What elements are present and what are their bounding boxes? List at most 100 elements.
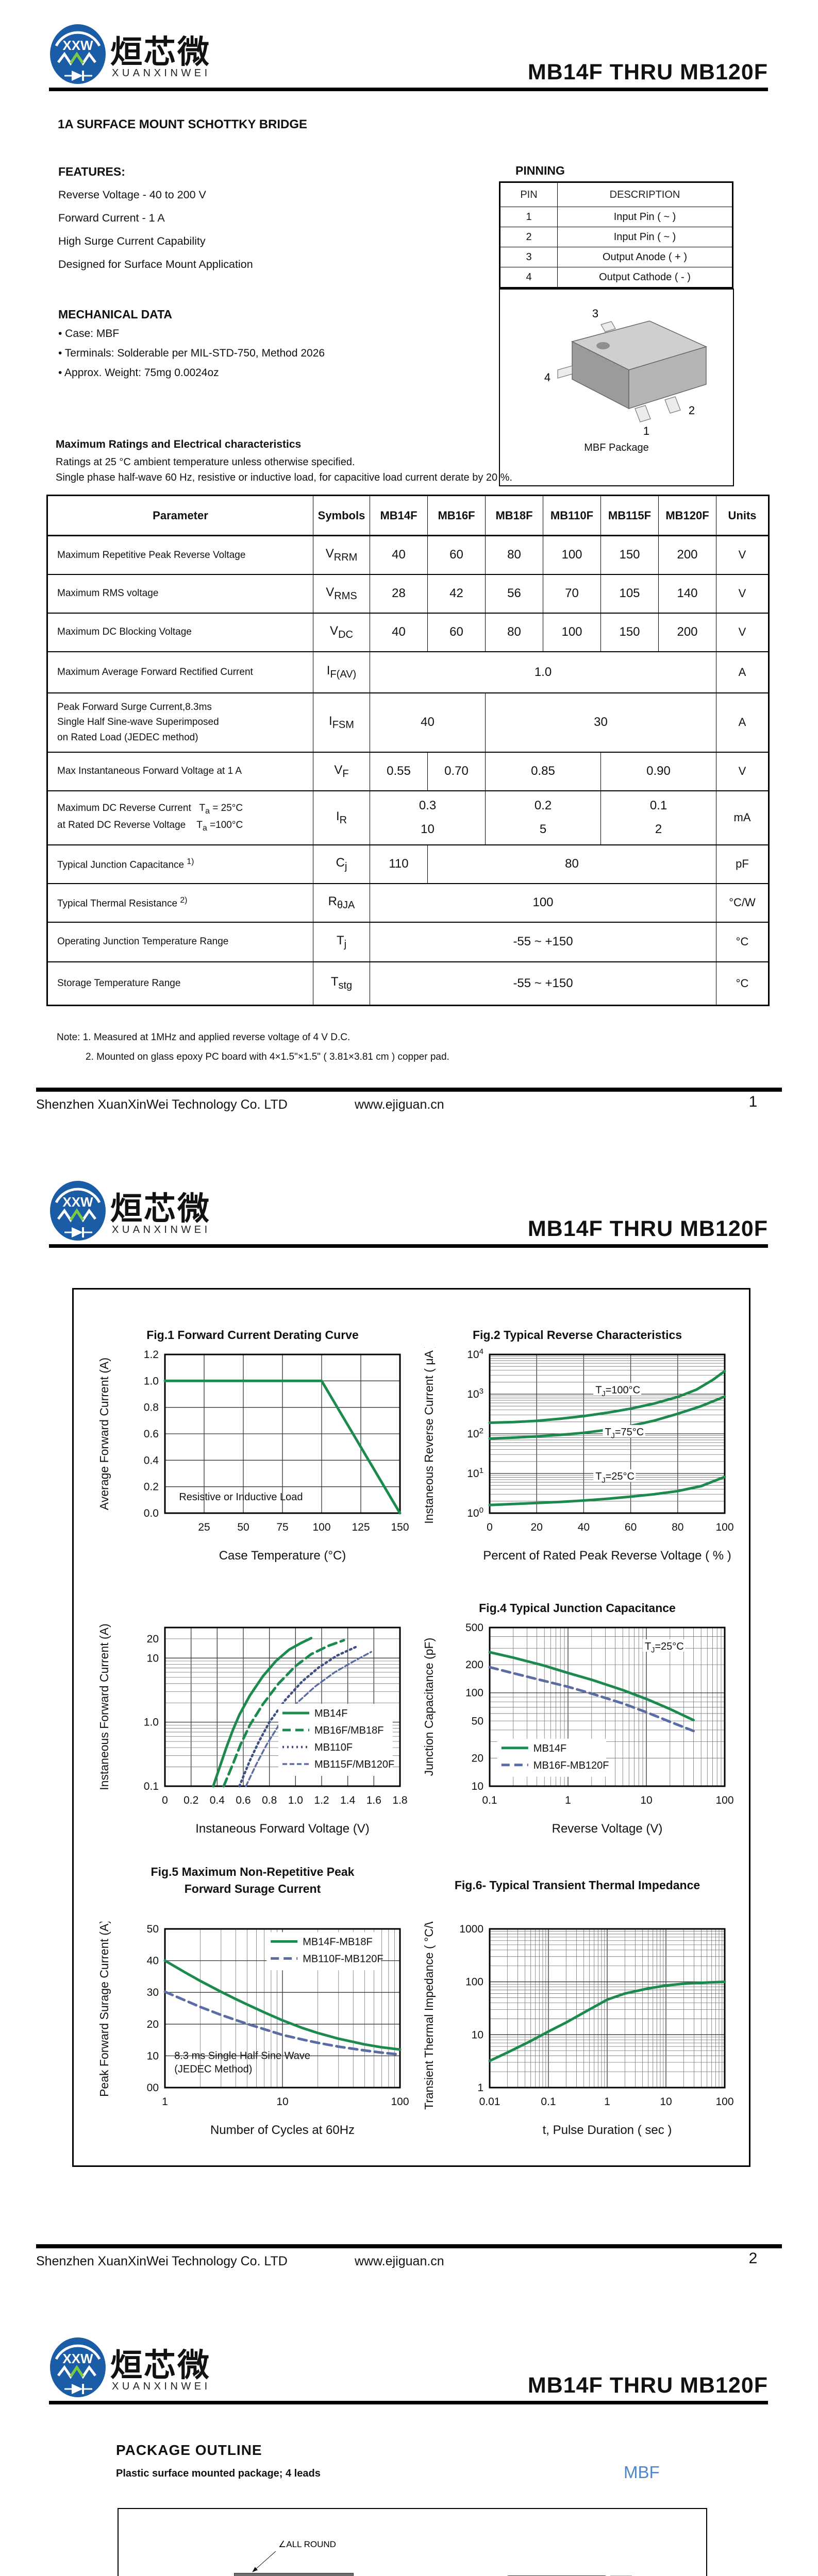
pin-2-lead [664, 396, 681, 414]
series-thermal [488, 1980, 726, 2062]
svg-text:20: 20 [147, 1633, 159, 1645]
ratings-heading: Maximum Ratings and Electrical character… [56, 438, 302, 450]
mechanical-item: • Terminals: Solderable per MIL-STD-750,… [58, 347, 325, 359]
svg-text:40: 40 [578, 1521, 590, 1533]
svg-text:MB14F-MB18F: MB14F-MB18F [303, 1936, 373, 1947]
ratings-value: 1.0 [370, 651, 716, 693]
svg-text:Average Forward Current (A): Average Forward Current (A) [97, 1358, 111, 1510]
svg-text:Transient Thermal Impedance (: Transient Thermal Impedance ( °C/W ) [422, 1922, 436, 2110]
svg-text:100: 100 [465, 1976, 483, 1988]
svg-text:30: 30 [147, 1987, 159, 1998]
svg-text:MB115F/MB120F: MB115F/MB120F [314, 1759, 394, 1770]
page-1: XXW 烜芯微 XUANXINWEI MB14F THRU MB120F 1A … [0, 0, 818, 1157]
part-title: MB14F THRU MB120F [527, 1216, 768, 1241]
figures-layer: Fig.1 Forward Current Derating Curve 25 50… [0, 1157, 818, 2313]
part-title: MB14F THRU MB120F [527, 2373, 768, 2398]
logo-letters: XXW [62, 38, 93, 53]
ratings-value: 0.1 2 [600, 790, 716, 845]
series-MB14F [212, 1637, 313, 1788]
series-derating [163, 1379, 402, 1515]
ratings-row: Maximum Average Forward Rectified Curren… [47, 651, 769, 693]
header-rule [49, 1244, 768, 1248]
svg-text:0.01: 0.01 [479, 2096, 500, 2108]
svg-text:100: 100 [715, 1794, 733, 1806]
figure-chart-fig4: 0.1 1 10 100 10 20 50 100 200 500 MB14F MB16F-MB120… [422, 1622, 734, 1836]
svg-text:0: 0 [487, 1521, 493, 1533]
pinning-row: 2 Input Pin ( ~ ) [499, 227, 733, 247]
series-MB14F-MB18F [163, 1959, 402, 2051]
svg-text:10: 10 [276, 2096, 288, 2108]
svg-text:10: 10 [472, 2029, 483, 2041]
figure-title-fig6: Fig.6- Typical Transient Thermal Impedan… [454, 1878, 700, 1892]
ratings-row: Max Instantaneous Forward Voltage at 1 A… [47, 751, 769, 791]
ratings-value: 70 [543, 573, 601, 613]
pinning-row: 1 Input Pin ( ~ ) [499, 207, 733, 227]
ratings-value: 100 [370, 883, 716, 922]
figure-chart-fig2: 0 20 40 60 80 100 100 101 102 103 104 TJ=100°C TJ=75… [422, 1347, 734, 1563]
pinning-cell: Output Anode ( + ) [557, 247, 733, 267]
ratings-parameter: Maximum DC Blocking Voltage [47, 612, 313, 652]
ratings-symbol: IR [313, 790, 370, 845]
svg-text:MB16F/MB18F: MB16F/MB18F [314, 1725, 383, 1736]
ratings-row: Maximum Repetitive Peak Reverse Voltage V… [47, 535, 769, 574]
footer-rule [36, 2244, 782, 2248]
pin-label-1: 1 [643, 425, 649, 437]
footer-company: Shenzhen XuanXinWei Technology Co. LTD [36, 2254, 288, 2268]
svg-text:100: 100 [715, 2096, 733, 2108]
dim-all-round: ∠ALL ROUND [278, 2539, 336, 2549]
feature-item: Designed for Surface Mount Application [58, 258, 253, 270]
svg-text:MB16F-MB120F: MB16F-MB120F [533, 1760, 609, 1771]
ratings-parameter: Typical Junction Capacitance 1) [47, 844, 313, 884]
ratings-header-cell: MB110F [543, 495, 601, 536]
svg-text:100: 100 [715, 1521, 733, 1533]
package-name-label: MBF [624, 2463, 660, 2482]
ratings-symbol: Cj [313, 844, 370, 884]
svg-text:10: 10 [147, 1652, 159, 1664]
ratings-row: Maximum RMS voltage VRMS 28 42 56 70 105 140 V [47, 573, 769, 613]
svg-text:TJ=25°C: TJ=25°C [595, 1471, 635, 1485]
svg-text:0.2: 0.2 [144, 1481, 159, 1493]
ratings-row: Storage Temperature Range Tstg -55 ~ +150 °… [47, 961, 769, 1006]
ratings-value: 0.85 [485, 751, 601, 791]
brand-logo-icon: XXW [50, 2337, 106, 2397]
product-title: 1A SURFACE MOUNT SCHOTTKY BRIDGE [58, 117, 308, 131]
ratings-symbol: VF [313, 751, 370, 791]
pinning-table: PIN DESCRIPTION 1 Input Pin ( ~ ) 2 Input Pi… [499, 181, 733, 289]
ratings-parameter: Maximum RMS voltage [47, 573, 313, 613]
pinning-row: 4 Output Cathode ( - ) [499, 267, 733, 288]
ratings-table-head: Parameter Symbols MB14F MB16F MB18F MB110F MB1… [47, 495, 769, 536]
svg-text:10: 10 [147, 2050, 159, 2062]
svg-text:10: 10 [472, 1781, 483, 1792]
svg-text:TJ=75°C: TJ=75°C [605, 1427, 644, 1440]
ratings-value: 0.90 [600, 751, 716, 791]
ratings-value: 80 [485, 535, 543, 574]
svg-text:100: 100 [312, 1521, 330, 1533]
part-title: MB14F THRU MB120F [527, 60, 768, 84]
ratings-value: 0.70 [427, 751, 486, 791]
svg-text:101: 101 [467, 1466, 483, 1480]
footer-page-number: 2 [748, 2250, 758, 2267]
pin-4-lead [557, 365, 573, 379]
mechanical-item: • Approx. Weight: 75mg 0.0024oz [58, 367, 219, 379]
svg-text:20: 20 [147, 2019, 159, 2030]
ratings-value: 28 [370, 573, 428, 613]
svg-text:200: 200 [465, 1659, 483, 1671]
svg-text:0.6: 0.6 [236, 1794, 251, 1806]
pin-3-lead [600, 321, 616, 332]
ratings-table-body: Maximum Repetitive Peak Reverse Voltage V… [47, 535, 769, 1006]
svg-text:1.6: 1.6 [366, 1794, 381, 1806]
mechanical-item: • Case: MBF [58, 328, 120, 340]
ratings-unit: A [716, 692, 769, 752]
ratings-parameter: Storage Temperature Range [47, 961, 313, 1006]
svg-text:1: 1 [162, 2096, 168, 2108]
page-3: XXW 烜芯微 XUANXINWEI MB14F THRU MB120F PAC… [0, 2313, 818, 2576]
svg-text:Peak Forward Surage Current (A: Peak Forward Surage Current (A) [97, 1922, 111, 2097]
pinning-header-row: PIN DESCRIPTION [499, 182, 733, 207]
ratings-parameter: Peak Forward Surge Current,8.3ms Single H… [47, 692, 313, 752]
svg-text:0.4: 0.4 [144, 1454, 159, 1466]
svg-text:Percent of Rated Peak Reverse: Percent of Rated Peak Reverse Voltage ( … [483, 1549, 731, 1563]
ratings-symbol: IF(AV) [313, 651, 370, 693]
brand-name-cn: 烜芯微 [110, 1191, 211, 1227]
svg-text:1000: 1000 [459, 1923, 483, 1935]
ratings-unit: mA [716, 790, 769, 845]
